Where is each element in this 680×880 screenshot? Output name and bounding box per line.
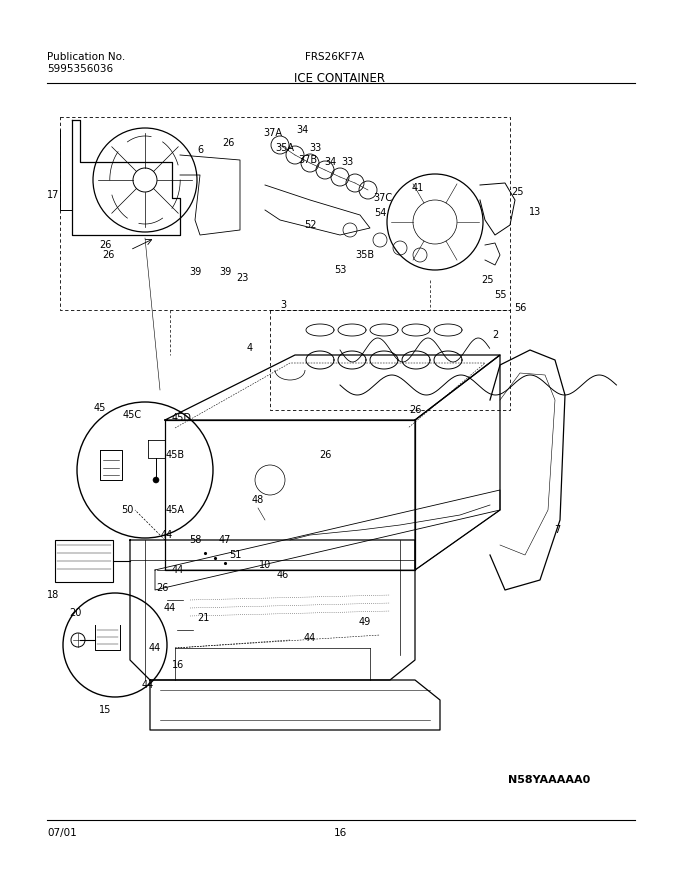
- Text: 26: 26: [102, 250, 114, 260]
- Text: 7: 7: [554, 525, 560, 535]
- Text: FRS26KF7A: FRS26KF7A: [305, 52, 364, 62]
- Text: 23: 23: [236, 273, 248, 283]
- Text: 16: 16: [333, 828, 347, 838]
- Text: 49: 49: [359, 617, 371, 627]
- Text: ICE CONTAINER: ICE CONTAINER: [294, 72, 386, 85]
- Text: 26: 26: [99, 240, 112, 250]
- Text: 20: 20: [69, 608, 81, 618]
- Text: 5995356036: 5995356036: [47, 64, 113, 74]
- Text: 34: 34: [324, 157, 336, 167]
- Text: 35A: 35A: [275, 143, 294, 153]
- Text: 45B: 45B: [165, 450, 184, 460]
- Text: 54: 54: [374, 208, 386, 218]
- Text: 41: 41: [412, 183, 424, 193]
- Text: 26: 26: [409, 405, 421, 415]
- Text: 3: 3: [280, 300, 286, 310]
- Text: 58: 58: [189, 535, 201, 545]
- Text: 47: 47: [219, 535, 231, 545]
- Text: 44: 44: [172, 565, 184, 575]
- Text: Publication No.: Publication No.: [47, 52, 125, 62]
- Text: 16: 16: [172, 660, 184, 670]
- Text: 21: 21: [197, 613, 209, 623]
- Text: 37C: 37C: [373, 193, 392, 203]
- Text: 50: 50: [121, 505, 133, 515]
- Text: 48: 48: [252, 495, 264, 505]
- Text: 44: 44: [149, 643, 161, 653]
- Text: 55: 55: [494, 290, 506, 300]
- Text: 33: 33: [341, 157, 353, 167]
- Text: 39: 39: [219, 267, 231, 277]
- Text: 6: 6: [197, 145, 203, 155]
- Text: 25: 25: [481, 275, 494, 285]
- Text: 34: 34: [296, 125, 308, 135]
- Text: 44: 44: [142, 680, 154, 690]
- Text: 39: 39: [189, 267, 201, 277]
- Text: 15: 15: [99, 705, 112, 715]
- Text: 10: 10: [259, 560, 271, 570]
- Text: 35B: 35B: [356, 250, 375, 260]
- Text: 26: 26: [156, 583, 168, 593]
- Text: 37B: 37B: [299, 155, 318, 165]
- Text: 52: 52: [304, 220, 316, 230]
- Text: 45A: 45A: [165, 505, 184, 515]
- Text: 2: 2: [492, 330, 498, 340]
- Text: 51: 51: [228, 550, 241, 560]
- Text: 17: 17: [47, 190, 59, 200]
- Text: 33: 33: [309, 143, 321, 153]
- Text: 53: 53: [334, 265, 346, 275]
- Text: 44: 44: [161, 530, 173, 540]
- Text: N58YAAAAA0: N58YAAAAA0: [508, 775, 590, 785]
- Text: 26: 26: [319, 450, 331, 460]
- Text: 25: 25: [512, 187, 524, 197]
- Text: 07/01: 07/01: [47, 828, 77, 838]
- Text: 18: 18: [47, 590, 59, 600]
- Text: 26: 26: [222, 138, 234, 148]
- Text: 37A: 37A: [264, 128, 282, 138]
- Circle shape: [153, 477, 159, 483]
- Text: 13: 13: [529, 207, 541, 217]
- Text: 56: 56: [514, 303, 526, 313]
- Text: 45D: 45D: [172, 413, 192, 423]
- Text: 44: 44: [164, 603, 176, 613]
- Text: 45C: 45C: [122, 410, 141, 420]
- Text: 45: 45: [94, 403, 106, 413]
- Text: 44: 44: [304, 633, 316, 643]
- Text: 4: 4: [247, 343, 253, 353]
- Text: 46: 46: [277, 570, 289, 580]
